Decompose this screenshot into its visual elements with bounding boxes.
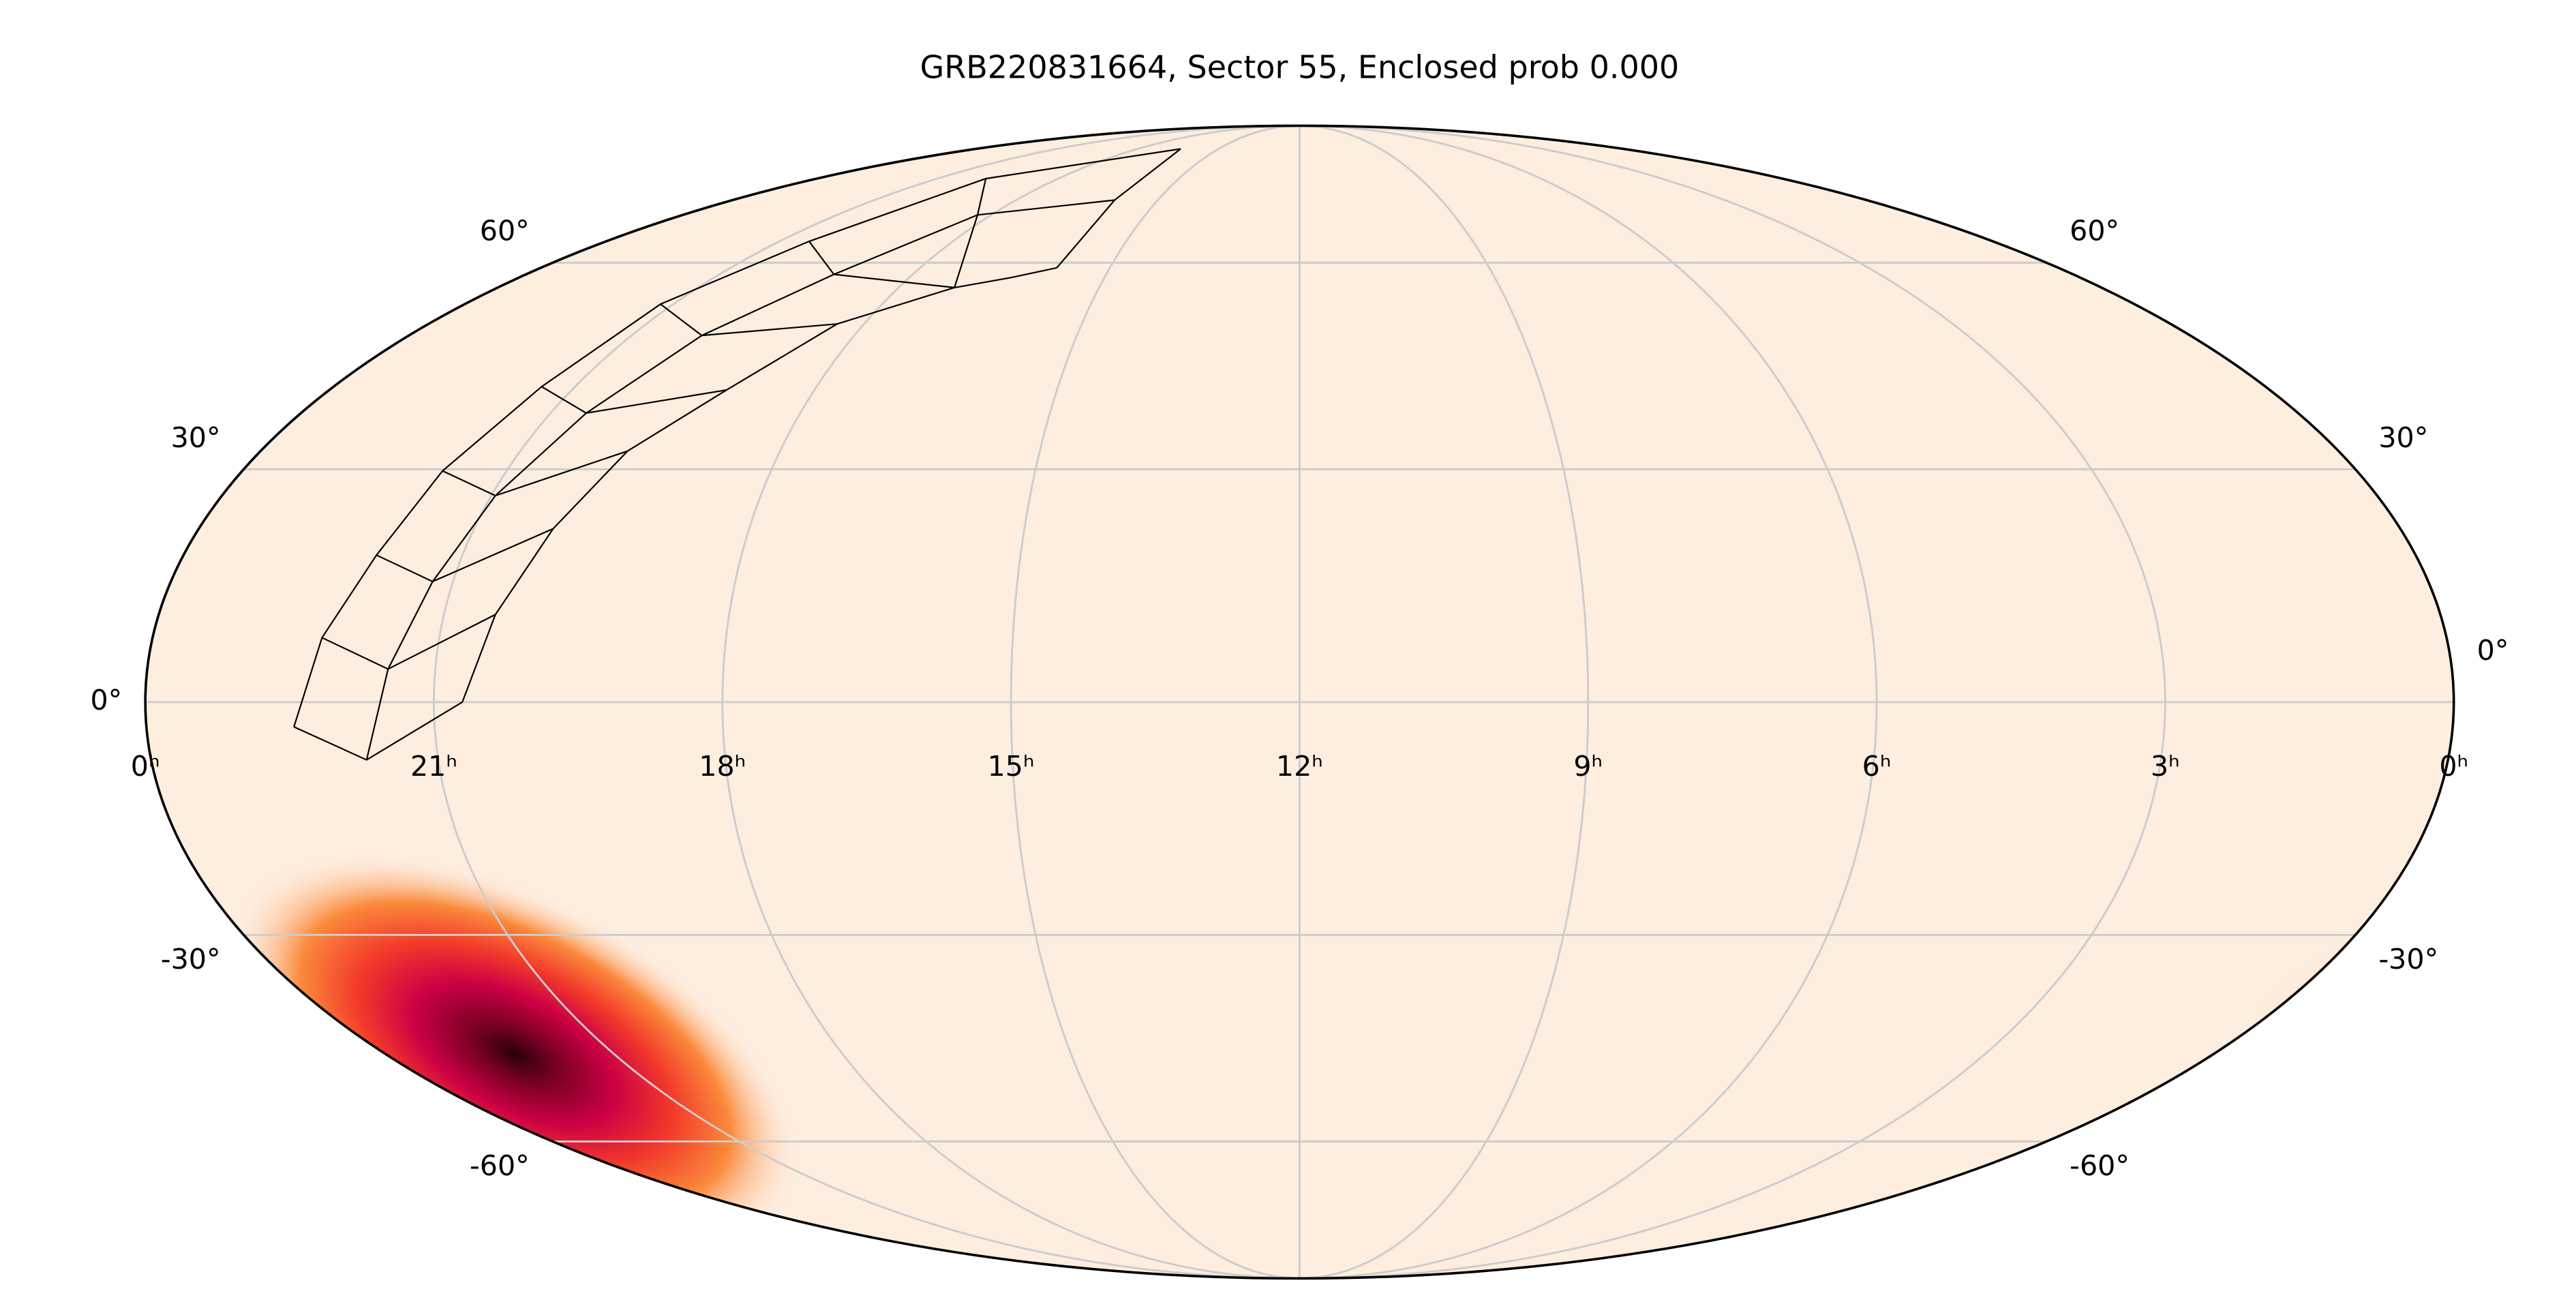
y-tick-label: 30° bbox=[171, 421, 221, 454]
probability-blob bbox=[228, 851, 802, 1256]
y-tick-label: 0° bbox=[2477, 634, 2509, 667]
sky-boundary bbox=[144, 124, 2455, 1280]
y-tick-label: 60° bbox=[480, 215, 530, 247]
y-tick-label: -60° bbox=[470, 1149, 530, 1182]
footprint-cross bbox=[954, 178, 987, 288]
y-tick-label: -30° bbox=[2378, 943, 2438, 976]
x-tick-label: 21ʰ bbox=[410, 750, 457, 783]
footprint-cross bbox=[293, 701, 463, 761]
footprint-cross bbox=[1056, 148, 1181, 269]
y-tick-label: 30° bbox=[2378, 421, 2428, 454]
y-tick-label: -60° bbox=[2070, 1149, 2130, 1182]
y-tick-label: -30° bbox=[161, 943, 221, 976]
footprint-cross bbox=[660, 303, 838, 337]
footprint-cross bbox=[541, 386, 727, 414]
footprint-cross bbox=[321, 614, 496, 670]
x-tick-label: 3ʰ bbox=[2151, 750, 2180, 783]
x-tick-label: 12ʰ bbox=[1276, 750, 1323, 783]
footprint-cross bbox=[376, 528, 554, 583]
x-tick-label: 0ʰ bbox=[2439, 750, 2468, 783]
x-tick-label: 9ʰ bbox=[1573, 750, 1603, 783]
x-tick-label: 6ʰ bbox=[1862, 750, 1892, 783]
footprint-cross bbox=[808, 241, 955, 288]
sector-footprint bbox=[293, 148, 1181, 761]
x-tick-label: 18ʰ bbox=[699, 750, 746, 783]
x-tick-label: 0ʰ bbox=[131, 750, 160, 783]
chart-title: GRB220831664, Sector 55, Enclosed prob 0… bbox=[920, 49, 1680, 86]
y-tick-label: 0° bbox=[90, 684, 122, 716]
grid bbox=[145, 125, 2454, 1280]
y-tick-label: 60° bbox=[2070, 215, 2119, 247]
footprint-cross bbox=[442, 450, 628, 497]
x-tick-label: 15ʰ bbox=[988, 750, 1035, 783]
